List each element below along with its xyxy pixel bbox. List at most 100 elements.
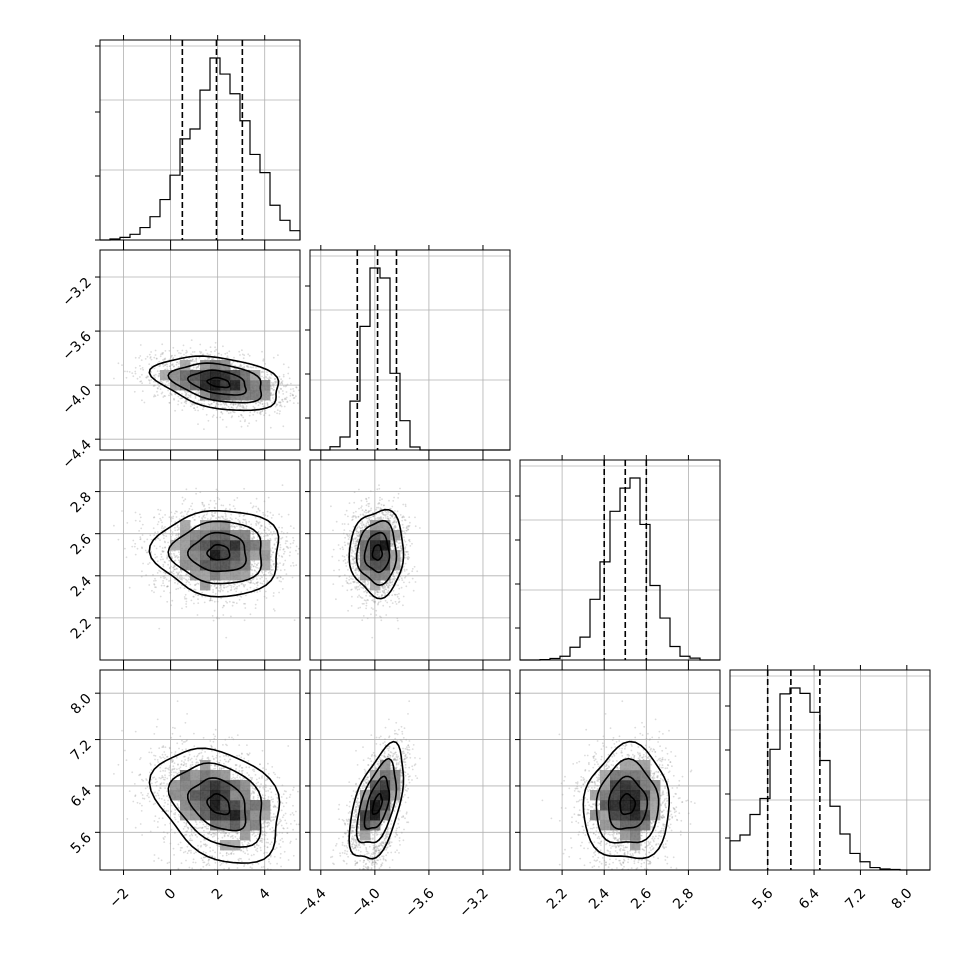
sample-point <box>259 410 262 413</box>
sample-point <box>213 401 215 403</box>
sample-point <box>168 580 170 582</box>
sample-point <box>170 604 173 607</box>
sample-point <box>180 575 183 577</box>
sample-point <box>283 569 286 571</box>
sample-point <box>231 518 233 521</box>
sample-point <box>194 519 196 521</box>
sample-point <box>210 584 213 587</box>
sample-point <box>156 394 159 396</box>
sample-point <box>269 537 272 540</box>
sample-point <box>183 390 186 392</box>
sample-point <box>270 564 272 567</box>
sample-point <box>292 402 295 404</box>
sample-point <box>177 366 180 368</box>
sample-point <box>224 407 227 409</box>
sample-point <box>258 401 261 404</box>
sample-point <box>169 579 172 582</box>
sample-point <box>278 513 280 516</box>
sample-point <box>150 351 153 353</box>
sample-point <box>153 394 156 396</box>
sample-point <box>282 375 285 378</box>
sample-point <box>266 371 268 373</box>
sample-point <box>239 526 242 529</box>
sample-point <box>238 515 241 518</box>
sample-point <box>283 385 285 388</box>
sample-point <box>247 581 250 583</box>
sample-point <box>237 404 240 406</box>
sample-point <box>261 409 264 412</box>
sample-point <box>228 600 231 603</box>
sample-point <box>164 526 166 528</box>
sample-point <box>231 604 234 607</box>
sample-point <box>190 403 193 405</box>
sample-point <box>185 581 188 584</box>
sample-point <box>156 370 159 372</box>
sample-point <box>160 519 162 522</box>
sample-point <box>148 353 151 356</box>
sample-point <box>143 401 146 404</box>
sample-point <box>179 586 182 589</box>
sample-point <box>194 395 197 398</box>
sample-point <box>177 366 180 369</box>
sample-point <box>162 575 165 578</box>
sample-point <box>165 363 168 365</box>
sample-point <box>174 392 177 395</box>
sample-point <box>247 353 250 356</box>
sample-point <box>277 354 279 356</box>
sample-point <box>197 602 200 604</box>
sample-point <box>186 511 189 513</box>
sample-point <box>207 358 209 360</box>
sample-point <box>196 614 199 616</box>
sample-point <box>174 354 176 357</box>
sample-point <box>164 368 167 371</box>
sample-point <box>231 362 234 365</box>
sample-point <box>214 507 216 509</box>
sample-point <box>134 356 137 359</box>
sample-point <box>278 554 281 557</box>
sample-point <box>255 505 257 508</box>
density-cell <box>200 380 211 391</box>
sample-point <box>286 401 289 403</box>
sample-point <box>160 556 163 558</box>
sample-point <box>186 573 189 576</box>
sample-point <box>193 407 195 409</box>
sample-point <box>193 595 195 598</box>
sample-point <box>199 491 202 494</box>
sample-point <box>243 354 246 357</box>
sample-point <box>276 562 279 565</box>
sample-point <box>217 516 220 519</box>
sample-point <box>162 365 165 368</box>
sample-point <box>154 531 157 534</box>
sample-point <box>248 422 251 425</box>
sample-point <box>274 537 277 540</box>
sample-point <box>197 409 200 412</box>
sample-point <box>243 584 245 587</box>
sample-point <box>197 365 200 368</box>
sample-point <box>187 394 190 396</box>
sample-point <box>169 559 171 562</box>
sample-point <box>234 507 236 510</box>
sample-point <box>259 518 262 520</box>
sample-point <box>237 519 240 521</box>
sample-point <box>170 518 172 521</box>
sample-point <box>181 579 184 581</box>
sample-point <box>276 577 278 580</box>
sample-point <box>150 551 153 553</box>
sample-point <box>245 594 247 597</box>
sample-point <box>255 586 258 589</box>
sample-point <box>176 510 178 513</box>
sample-point <box>252 532 255 535</box>
sample-point <box>231 400 234 402</box>
sample-point <box>267 496 270 499</box>
sample-point <box>278 401 281 404</box>
sample-point <box>216 617 218 620</box>
sample-point <box>255 401 257 404</box>
sample-point <box>139 376 141 378</box>
sample-point <box>163 364 166 366</box>
sample-point <box>183 587 186 589</box>
sample-point <box>175 516 178 518</box>
sample-point <box>191 358 194 361</box>
sample-point <box>155 547 158 550</box>
sample-point <box>172 357 175 359</box>
sample-point <box>154 577 156 580</box>
